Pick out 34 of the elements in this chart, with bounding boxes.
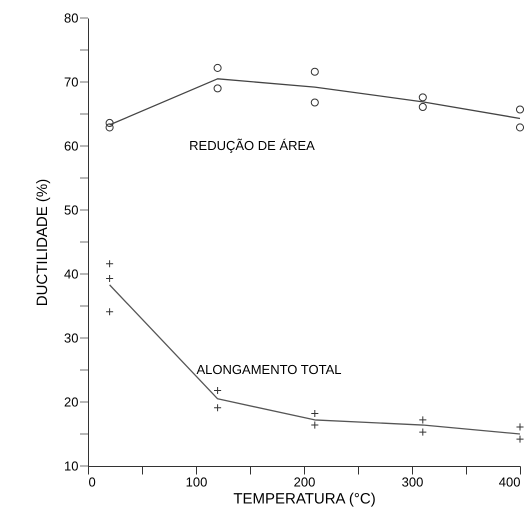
y-axis-title: DUCTILIDADE (%) [34,178,52,306]
y-tick-label: 40 [64,266,78,282]
point [418,102,427,111]
point [418,428,427,436]
point [106,123,114,132]
point [106,260,114,268]
point [310,68,319,76]
point [310,98,319,107]
point [106,118,114,127]
point [214,404,222,412]
y-tick-label: 10 [64,458,78,474]
x-tick-label: 200 [294,474,316,490]
y-tick-label: 60 [64,138,78,154]
point [418,416,427,424]
x-tick-label: 100 [186,474,208,490]
annotation: REDUÇÃO DE ÁREA [189,138,316,153]
y-tick-label: 70 [64,74,78,90]
line-series [108,78,521,126]
line-series [108,284,521,435]
x-axis-title: TEMPERATURA (°C) [233,490,376,508]
y-tick-label: 50 [64,202,78,218]
point [214,84,222,92]
y-tick-label: 20 [64,394,78,410]
point [214,64,222,72]
y-tick-label: 80 [64,10,78,26]
point [516,123,524,132]
point [516,105,524,114]
y-tick-label: 30 [64,330,78,346]
x-tick-label: 400 [498,474,520,490]
point [418,93,427,102]
point [106,308,114,316]
annotation: ALONGAMENTO TOTAL [196,362,342,377]
x-tick-label: 300 [402,474,424,490]
x-tick-label: 0 [88,474,96,490]
